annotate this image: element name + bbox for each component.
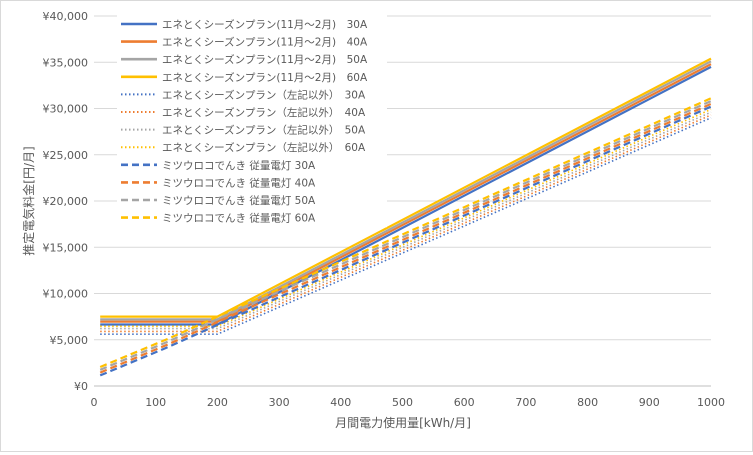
y-tick-label: ¥10,000: [43, 288, 89, 301]
series-line-11: [99, 100, 712, 371]
series-line-5: [100, 117, 712, 336]
legend-label: ミツウロコでんき 従量電灯 30A: [162, 159, 316, 172]
x-tick-label: 300: [269, 396, 290, 409]
x-tick-label: 800: [577, 396, 598, 409]
series-line-12: [99, 97, 712, 369]
y-tick-label: ¥15,000: [43, 241, 89, 254]
legend-label: ミツウロコでんき 従量電灯 50A: [162, 194, 316, 207]
series-line-10: [99, 102, 712, 374]
legend-label: エネとくシーズンプラン(11月～2月) 60A: [162, 71, 368, 84]
x-tick-label: 700: [515, 396, 536, 409]
y-axis-title: 推定電気料金[円/月]: [21, 146, 36, 255]
axes: ¥0 ¥5,000 ¥10,000 ¥15,000 ¥20,000 ¥25,000 ¥30,…: [43, 10, 726, 409]
y-tick-label: ¥20,000: [43, 195, 89, 208]
series-line-8: [100, 108, 712, 328]
legend-label: エネとくシーズンプラン(11月～2月) 40A: [162, 36, 368, 49]
x-axis-title: 月間電力使用量[kWh/月]: [335, 415, 471, 430]
legend-label: エネとくシーズンプラン（左記以外） 30A: [162, 88, 366, 101]
x-tick-label: 100: [145, 396, 166, 409]
series-line-7: [100, 111, 712, 330]
legend-label: エネとくシーズンプラン（左記以外） 50A: [162, 124, 366, 137]
y-tick-label: ¥5,000: [50, 334, 89, 347]
legend-label: エネとくシーズンプラン(11月～2月) 50A: [162, 53, 368, 66]
legend-background: [117, 14, 387, 228]
y-tick-label: ¥35,000: [43, 56, 89, 69]
x-tick-label: 0: [91, 396, 98, 409]
legend-label: ミツウロコでんき 従量電灯 40A: [162, 176, 316, 189]
x-tick-label: 200: [207, 396, 228, 409]
legend: エネとくシーズンプラン(11月～2月) 30A エネとくシーズンプラン(11月～2…: [117, 14, 387, 228]
legend-label: エネとくシーズンプラン(11月～2月) 30A: [162, 18, 368, 31]
x-tick-label: 900: [639, 396, 660, 409]
y-tick-label: ¥30,000: [43, 103, 89, 116]
y-tick-label: ¥40,000: [43, 10, 89, 23]
legend-label: ミツウロコでんき 従量電灯 60A: [162, 212, 316, 225]
y-tick-label: ¥0: [74, 380, 88, 393]
series-line-9: [99, 105, 712, 377]
x-tick-label: 500: [392, 396, 413, 409]
series-lines: [99, 57, 712, 377]
y-tick-label: ¥25,000: [43, 149, 89, 162]
x-tick-label: 600: [454, 396, 475, 409]
x-tick-label: 1000: [697, 396, 725, 409]
series-line-6: [100, 114, 712, 333]
legend-label: エネとくシーズンプラン（左記以外） 60A: [162, 141, 366, 154]
x-tick-label: 400: [330, 396, 351, 409]
legend-label: エネとくシーズンプラン（左記以外） 40A: [162, 106, 366, 119]
